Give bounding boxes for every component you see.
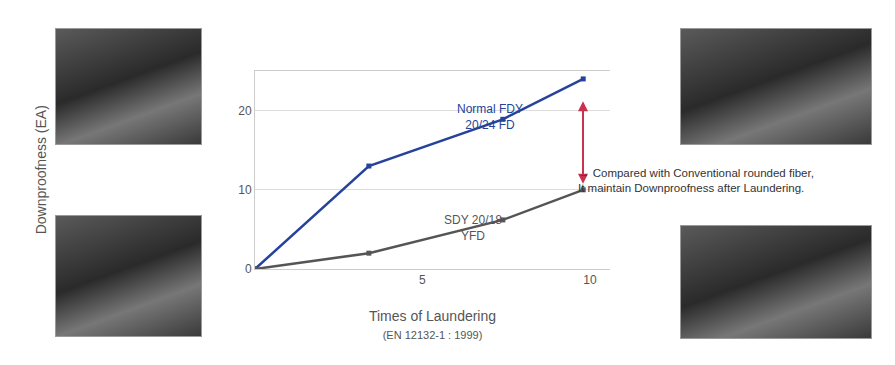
svg-text:5: 5 [419,273,426,287]
svg-text:20: 20 [238,104,252,118]
svg-text:SDY 20/18YFD: SDY 20/18YFD [444,213,502,243]
svg-text:→ Compared with Conventional r: → Compared with Conventional rounded fib… [578,167,814,194]
svg-text:Normal FDY20/24 FD: Normal FDY20/24 FD [457,102,523,132]
svg-text:10: 10 [238,183,252,197]
svg-text:10: 10 [583,273,597,287]
svg-text:0: 0 [245,262,252,276]
svg-text:Downproofness (EA): Downproofness (EA) [33,105,49,234]
svg-text:Times of Laundering(EN 12132-1: Times of Laundering(EN 12132-1 : 1999) [369,308,496,341]
